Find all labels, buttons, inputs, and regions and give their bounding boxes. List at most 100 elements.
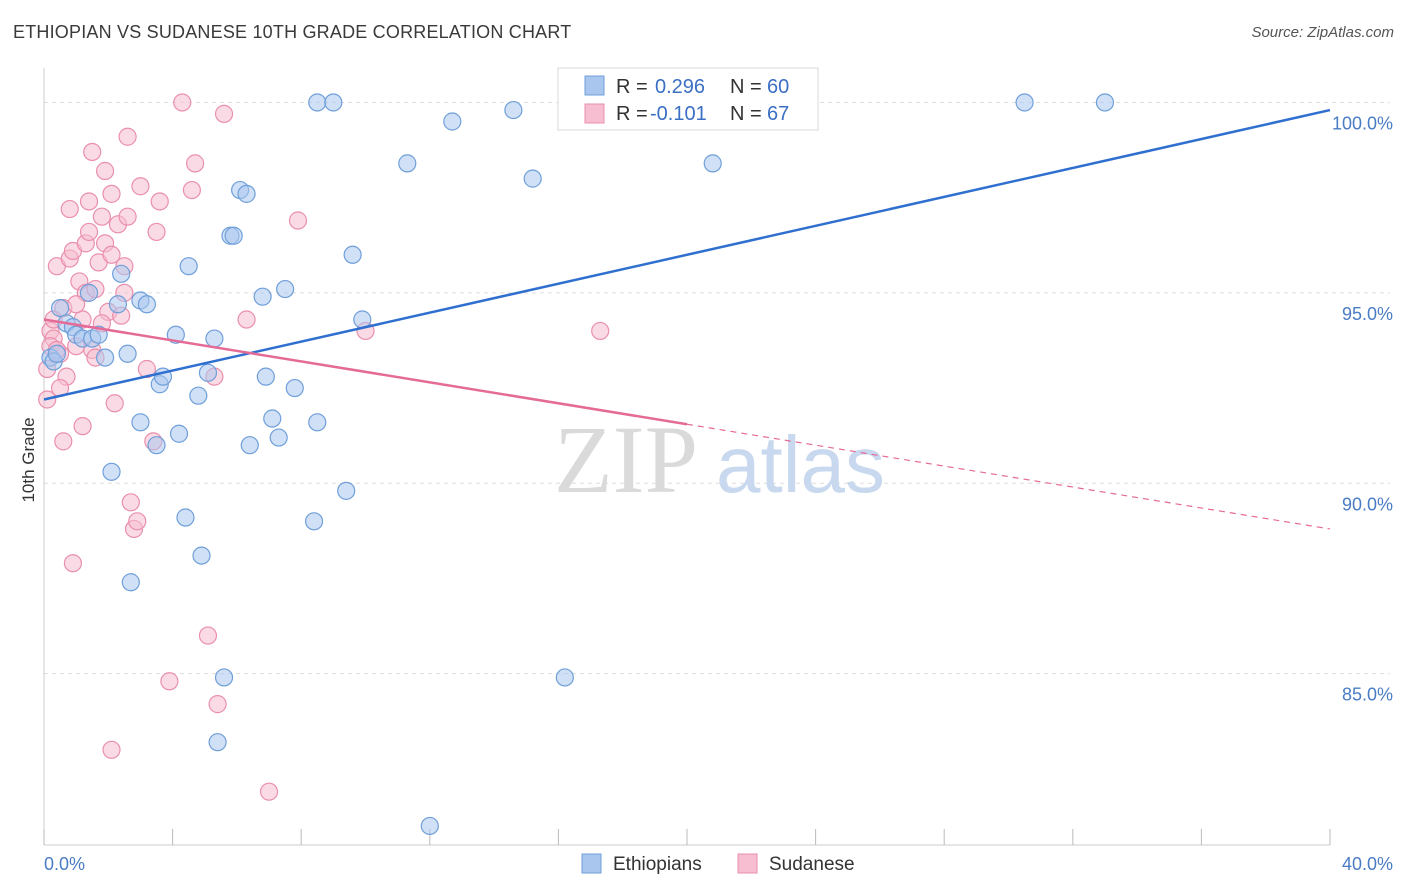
sudanese-point: [105, 394, 124, 413]
ethiopians-point: [169, 424, 189, 443]
ethiopians-point: [224, 226, 243, 245]
ethiopians-point: [703, 154, 722, 173]
y-tick-labels: 85.0% 90.0% 95.0% 100.0%: [1332, 113, 1393, 704]
ethiopians-point: [269, 428, 288, 447]
ethiopians-point: [240, 436, 259, 455]
ethiopians-point: [324, 93, 343, 112]
top-legend: R = 0.296 N = 60 R = -0.101 N = 67: [557, 67, 819, 131]
sudanese-point: [150, 192, 169, 211]
ethiopians-point: [102, 462, 121, 481]
ethiopians-point: [1095, 93, 1115, 112]
trend-line-ethiopians: [43, 108, 1331, 401]
legend-n-label-blue: N =: [730, 76, 762, 98]
legend-r-label-blue: R =: [616, 76, 648, 98]
ethiopians-point: [523, 169, 542, 188]
ethiopians-point: [237, 184, 256, 203]
sudanese-point: [173, 93, 192, 112]
sudanese-point: [83, 142, 102, 162]
sudanese-point: [79, 222, 99, 242]
sudanese-point: [186, 154, 205, 173]
sudanese-point: [131, 177, 150, 196]
ethiopians-point: [304, 512, 324, 531]
legend-swatch-ethiopians: [584, 75, 605, 96]
x-tick-labels: 0.0% 40.0%: [44, 854, 1393, 874]
bottom-legend: Ethiopians Sudanese: [581, 853, 855, 875]
ethiopians-point: [337, 481, 356, 500]
sudanese-point: [208, 695, 227, 714]
ethiopians-point: [179, 257, 198, 276]
legend-r-value-blue: 0.296: [655, 76, 705, 98]
ethiopians-point: [137, 295, 156, 314]
ethiopians-point: [420, 816, 439, 836]
trend-line-sudanese: [43, 318, 688, 426]
ethiopians-point: [308, 93, 327, 112]
sudanese-point: [118, 207, 137, 226]
ethiopians-point: [95, 348, 115, 367]
y-tick-label: 95.0%: [1342, 304, 1393, 324]
ethiopians-point: [208, 733, 227, 752]
ethiopians-point: [79, 283, 99, 302]
ethiopians-point: [189, 386, 208, 405]
ethiopians-point: [89, 325, 108, 344]
legend-r-value-pink: -0.101: [650, 103, 707, 125]
sudanese-point: [54, 432, 73, 451]
x-tick-label: 0.0%: [44, 854, 85, 874]
ethiopians-point: [205, 329, 224, 348]
ethiopians-point: [198, 363, 218, 382]
x-tick-label: 40.0%: [1342, 854, 1393, 874]
legend-n-label-pink: N =: [730, 103, 762, 125]
ethiopians-point: [343, 245, 362, 264]
sudanese-point: [73, 417, 92, 436]
ethiopians-point: [398, 154, 417, 173]
y-axis-label: 10th Grade: [19, 417, 38, 502]
sudanese-point: [92, 207, 111, 226]
y-tick-label: 100.0%: [1332, 113, 1393, 133]
ethiopians-point: [112, 264, 131, 283]
y-tick-label: 90.0%: [1342, 494, 1393, 514]
trend-lines: [43, 108, 1331, 530]
sudanese-point: [198, 626, 218, 645]
y-tick-label: 85.0%: [1342, 685, 1393, 705]
ethiopians-point: [253, 287, 272, 306]
sudanese-point: [288, 211, 308, 230]
ethiopians-point: [47, 344, 66, 363]
sudanese-point: [259, 782, 279, 801]
ethiopians-point: [50, 298, 70, 318]
watermark-zip: ZIP: [554, 406, 698, 513]
ethiopians-point: [192, 546, 211, 565]
bottom-legend-sudanese: Sudanese: [769, 854, 855, 875]
trend-line-sudanese-extrapolated: [686, 423, 1331, 530]
sudanese-point: [147, 222, 166, 242]
ethiopians-point: [308, 413, 327, 432]
sudanese-point: [160, 672, 179, 691]
ethiopians-point: [108, 295, 128, 314]
chart-title: ETHIOPIAN VS SUDANESE 10TH GRADE CORRELA…: [13, 22, 572, 42]
sudanese-point: [214, 104, 234, 123]
ethiopians-point: [214, 668, 234, 687]
legend-r-label-pink: R =: [616, 103, 648, 125]
ethiopians-point: [131, 413, 150, 432]
source-label: Source: ZipAtlas.com: [1251, 24, 1394, 41]
ethiopians-point: [166, 325, 185, 344]
sudanese-point: [591, 321, 610, 341]
sudanese-point: [79, 192, 99, 211]
bottom-legend-swatch-ethiopians: [581, 853, 602, 874]
sudanese-point: [102, 184, 121, 203]
sudanese-point: [237, 310, 256, 329]
ethiopians-point: [121, 573, 140, 592]
bottom-legend-swatch-sudanese: [737, 853, 758, 874]
ethiopians-point: [276, 279, 295, 299]
legend-n-value-pink: 67: [767, 103, 789, 125]
watermark: ZIP atlas: [554, 406, 885, 513]
legend-swatch-sudanese: [584, 103, 605, 124]
sudanese-point: [102, 245, 121, 264]
ethiopians-point: [504, 100, 523, 120]
sudanese-point: [121, 493, 140, 512]
sudanese-point: [60, 199, 79, 219]
ethiopians-points: [41, 93, 1115, 836]
legend-n-value-blue: 60: [767, 76, 789, 98]
sudanese-point: [63, 554, 83, 573]
ethiopians-point: [176, 508, 195, 527]
ethiopians-point: [555, 668, 574, 687]
